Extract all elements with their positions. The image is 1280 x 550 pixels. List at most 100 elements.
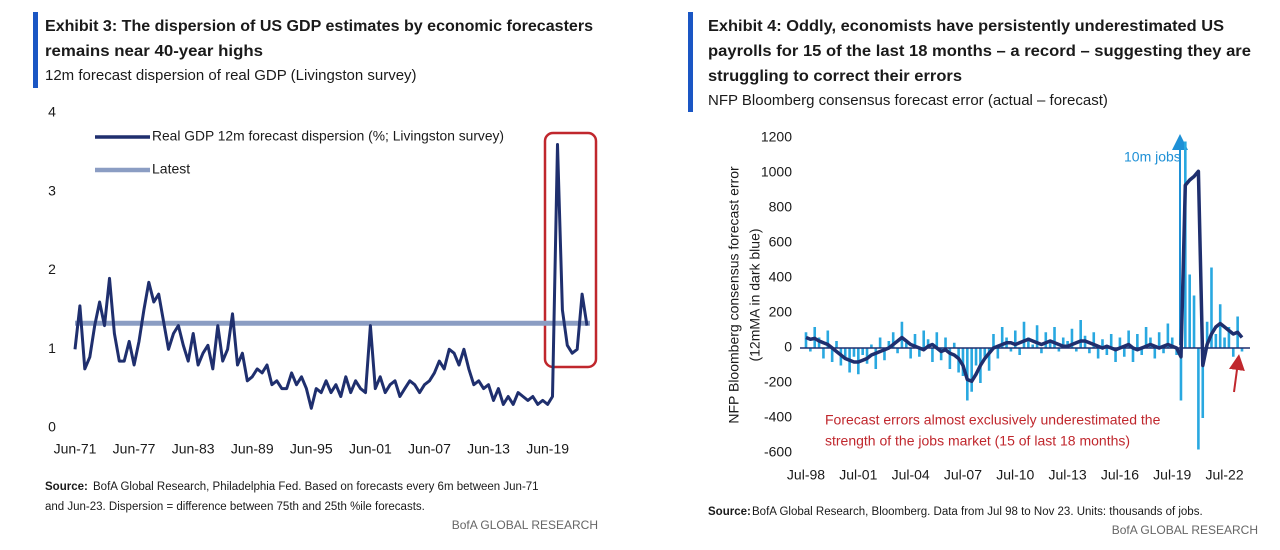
bar xyxy=(1231,348,1235,357)
chart-title: payrolls for 15 of the last 18 months – … xyxy=(708,43,1251,60)
bar xyxy=(1118,337,1122,348)
bar xyxy=(1009,348,1013,352)
bar xyxy=(865,348,869,364)
y-tick-label: 400 xyxy=(769,269,793,285)
bar xyxy=(992,334,995,348)
bar xyxy=(1040,348,1043,354)
bar xyxy=(1075,348,1078,352)
bar xyxy=(926,339,930,348)
chart-title: struggling to correct their errors xyxy=(708,68,962,85)
bar xyxy=(887,341,891,348)
y-tick-label: -400 xyxy=(764,409,792,425)
bar xyxy=(1044,332,1048,348)
bar xyxy=(1122,348,1126,357)
x-tick-label: Jul-22 xyxy=(1205,467,1243,483)
bar xyxy=(931,348,934,362)
bar xyxy=(948,348,952,369)
bar xyxy=(922,330,926,348)
bar xyxy=(1223,337,1226,348)
bar xyxy=(1166,323,1170,348)
legend-label: Latest xyxy=(152,161,190,177)
bar xyxy=(1210,267,1213,348)
bar xyxy=(1170,337,1174,348)
bar xyxy=(970,348,973,392)
annotation: Forecast errors almost exclusively under… xyxy=(825,412,1161,428)
bar xyxy=(830,348,834,362)
bar xyxy=(852,348,856,357)
bar xyxy=(1144,327,1148,348)
y-tick-label: 200 xyxy=(769,304,793,320)
brand: BofA GLOBAL RESEARCH xyxy=(1112,523,1258,537)
data-line xyxy=(805,169,1244,384)
bar xyxy=(835,341,838,348)
bar xyxy=(1027,337,1030,348)
x-tick-label: Jun-19 xyxy=(526,441,569,457)
x-tick-label: Jul-04 xyxy=(892,467,930,483)
x-tick-label: Jul-10 xyxy=(996,467,1034,483)
bar xyxy=(822,348,825,359)
highlight-box xyxy=(543,131,598,369)
source-text: and Jun-23. Dispersion = difference betw… xyxy=(45,501,425,513)
y-tick-label: 0 xyxy=(784,339,792,355)
bar xyxy=(861,348,864,355)
x-tick-label: Jun-07 xyxy=(408,441,451,457)
bar xyxy=(883,348,886,361)
data-line xyxy=(73,143,589,410)
chart-title: Exhibit 4: Oddly, economists have persis… xyxy=(708,18,1224,35)
bar xyxy=(891,332,895,348)
bar xyxy=(1201,348,1205,418)
bar xyxy=(904,342,908,348)
bar xyxy=(987,348,991,371)
bar xyxy=(1140,348,1144,355)
bar xyxy=(1214,334,1218,348)
y-tick-label: 1000 xyxy=(761,164,792,180)
source-label: Source: xyxy=(708,506,751,518)
y-tick-label: 1 xyxy=(48,340,56,356)
bar xyxy=(1127,330,1130,348)
bar xyxy=(944,337,947,348)
y-tick-label: 2 xyxy=(48,261,56,277)
x-tick-label: Jun-71 xyxy=(54,441,97,457)
y-tick-label: 4 xyxy=(48,104,56,120)
x-tick-label: Jun-89 xyxy=(231,441,274,457)
bar xyxy=(1157,332,1161,348)
arrow xyxy=(1229,354,1245,393)
bar xyxy=(996,348,1000,359)
bar xyxy=(900,321,904,348)
y-tick-label: 1200 xyxy=(761,129,792,145)
bar xyxy=(896,348,899,354)
bar xyxy=(1136,334,1139,348)
bar xyxy=(874,348,878,369)
chart-title: remains near 40-year highs xyxy=(45,43,263,60)
bar xyxy=(983,348,987,357)
x-tick-label: Jun-83 xyxy=(172,441,215,457)
bar xyxy=(1153,348,1157,359)
bar xyxy=(939,348,943,361)
x-tick-label: Jul-13 xyxy=(1049,467,1087,483)
annotation: strength of the jobs market (15 of last … xyxy=(825,433,1130,449)
bar xyxy=(1018,348,1021,355)
x-tick-label: Jul-19 xyxy=(1153,467,1191,483)
bar xyxy=(1240,348,1244,352)
bar xyxy=(804,332,808,348)
bar xyxy=(1000,327,1004,348)
bar xyxy=(1053,327,1056,348)
x-tick-label: Jul-01 xyxy=(839,467,877,483)
bar xyxy=(809,348,812,352)
legend-label: Real GDP 12m forecast dispersion (%; Liv… xyxy=(152,128,504,144)
bar xyxy=(1070,328,1074,348)
x-tick-label: Jul-16 xyxy=(1101,467,1139,483)
brand: BofA GLOBAL RESEARCH xyxy=(452,518,598,532)
annotation: 10m jobs xyxy=(1124,149,1181,165)
bar xyxy=(1022,321,1026,348)
chart-title: Exhibit 3: The dispersion of US GDP esti… xyxy=(45,18,593,35)
accent-bar xyxy=(33,12,38,88)
y-tick-label: -600 xyxy=(764,444,792,460)
bar xyxy=(961,348,965,376)
bar xyxy=(1227,327,1231,348)
bar xyxy=(1205,321,1209,348)
bar xyxy=(826,330,830,348)
bar xyxy=(1131,348,1135,362)
y-tick-label: 800 xyxy=(769,199,793,215)
